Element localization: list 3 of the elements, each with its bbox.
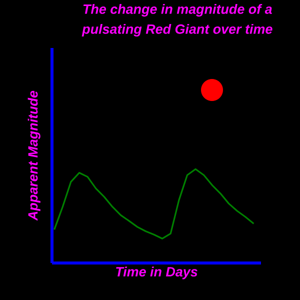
chart-title: The change in magnitude of a pulsating Red Giant over time: [82, 4, 272, 37]
y-axis-title: Apparent Magnitude: [28, 90, 40, 221]
x-axis-title: Time in Days: [116, 266, 198, 280]
